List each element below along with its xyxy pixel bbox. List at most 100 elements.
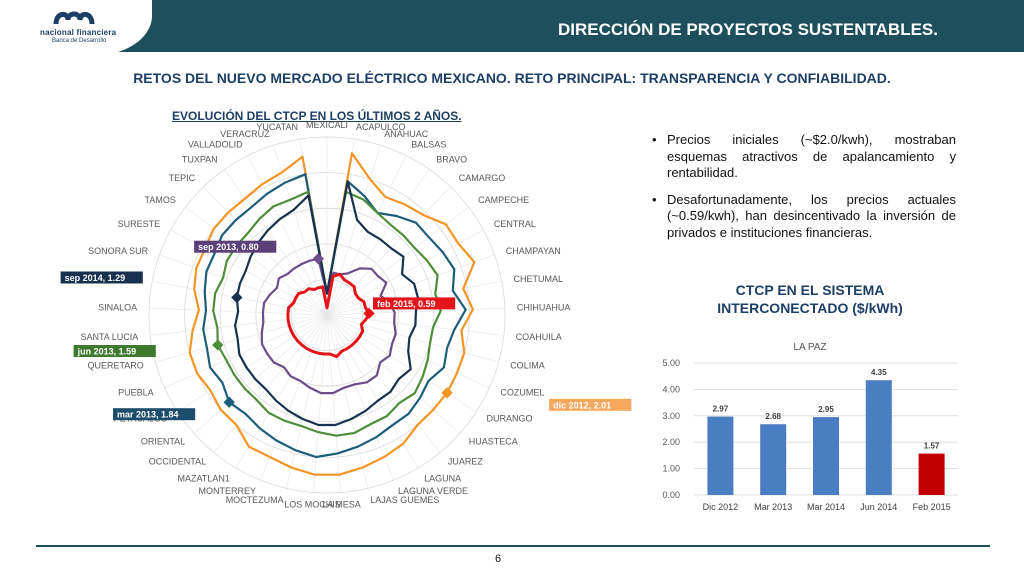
radar-category-label: TEPIC [169, 173, 196, 183]
radar-category-label: SINALOA [98, 303, 137, 313]
page-number: 6 [495, 553, 502, 565]
radar-spoke [326, 314, 394, 481]
bar-chart: LA PAZ 0.00 1.00 2.00 3.00 4.00 5.00 2.97 Dic … [662, 342, 958, 512]
bar-category-label: Feb 2015 [913, 502, 951, 512]
radar-spoke [326, 314, 368, 489]
header-bar [0, 0, 1024, 52]
logo-tagline: Banca de Desarrollo [52, 38, 107, 44]
bar-category-label: Dic 2012 [703, 502, 739, 512]
bar [813, 417, 839, 495]
radar-category-label: CHETUMAL [514, 274, 564, 284]
radar-category-label: MOCTEZUMA [226, 495, 284, 505]
radar-series-marker [441, 387, 453, 399]
bar-value-label: 1.57 [924, 442, 940, 451]
radar-data-label: sep 2013, 0.80 [198, 242, 259, 252]
radar-spoke [326, 145, 381, 316]
radar-series-line [212, 190, 442, 437]
bar-value-label: 4.35 [871, 368, 887, 377]
radar-data-label-bg [113, 408, 196, 421]
radar-spoke [326, 314, 499, 363]
radar-spoke [213, 314, 328, 453]
bar-chart-title: LA PAZ [793, 342, 826, 353]
radar-data-label-bg [373, 297, 456, 310]
radar-spoke [159, 254, 328, 316]
bar-value-label: 2.95 [818, 405, 834, 414]
radar-category-label: VALLADOLID [188, 140, 243, 150]
radar-category-label: COAHUILA [516, 332, 562, 342]
radar-spoke [273, 145, 328, 316]
radar-category-label: LAGUNA [424, 473, 461, 483]
logo: nacional financiera Banca de Desarrollo [0, 0, 152, 56]
radar-category-label: SURESTE [118, 219, 161, 229]
radar-category-label: HUASTECA [469, 436, 518, 446]
radar-category-label: QUERETARO [87, 360, 143, 370]
radar-series-marker [212, 339, 224, 351]
bar-y-tick-label: 2.00 [662, 437, 680, 447]
radar-series-marker [312, 253, 324, 265]
bar [918, 453, 945, 495]
radar-category-label: LAGUNA VERDE [398, 486, 468, 496]
radar-category-label: OCCIDENTAL [149, 457, 206, 467]
radar-category-label: CAMPECHE [478, 195, 529, 205]
radar-spoke [326, 314, 461, 434]
radar-category-label: VERACRUZ [220, 129, 270, 139]
radar-category-label: SONORA SUR [88, 246, 149, 256]
radar-data-label: dic 2012, 2.01 [553, 400, 611, 410]
radar-spoke [150, 314, 328, 336]
bar-category-label: Mar 2013 [754, 502, 792, 512]
radar-spoke [286, 314, 328, 489]
radar-category-label: CHIHUAHUA [517, 303, 571, 313]
radar-category-label: BALSAS [411, 140, 446, 150]
radar-spoke [326, 314, 477, 413]
radar-category-label: YUCATAN [256, 122, 298, 132]
radar-category-label: COZUMEL [500, 388, 544, 398]
radar-data-label-bg [194, 240, 277, 253]
radar-category-label: SANTA LUCIA [80, 332, 138, 342]
radar-spoke [326, 169, 430, 316]
bar [707, 416, 734, 495]
radar-category-label: ORIENTAL [141, 436, 185, 446]
bar-category-label: Mar 2014 [807, 502, 845, 512]
radar-spoke [155, 314, 328, 363]
radar-series-line [260, 257, 397, 395]
radar-series-marker [223, 396, 235, 408]
radar-category-label: JUAREZ [448, 457, 484, 467]
radar-category-label: LOS MOCHIS [284, 499, 341, 509]
radar-series-line [234, 180, 419, 427]
bar-y-tick-label: 5.00 [662, 358, 680, 368]
logo-name: nacional financiera [40, 28, 117, 37]
bar [760, 424, 787, 495]
radar-category-label: PUEBLA [118, 388, 154, 398]
radar-category-label: LAJAS GUEMES [370, 495, 439, 505]
slide-subtitle: RETOS DEL NUEVO MERCADO ELÉCTRICO MEXICA… [133, 70, 891, 86]
radar-spoke [326, 314, 341, 493]
radar-category-label: CHAMPAYAN [506, 246, 561, 256]
radar-spoke [326, 229, 484, 316]
bar-y-tick-label: 3.00 [662, 411, 680, 421]
bar-category-label: Jun 2014 [860, 502, 897, 512]
radar-category-label: CAMARGO [459, 173, 506, 183]
radar-spoke [164, 314, 328, 389]
radar-data-label-bg [549, 398, 632, 411]
bar-chart-heading: CTCP EN EL SISTEMA INTERCONECTADO ($/kWh… [717, 282, 903, 316]
radar-data-label: feb 2015, 0.59 [377, 299, 436, 309]
bar-value-label: 2.97 [713, 405, 729, 414]
radar-category-label: DURANGO [487, 413, 533, 423]
radar-spoke [177, 314, 328, 413]
radar-spoke [326, 155, 407, 316]
bullet-item: Desafortunadamente, los precios actuales… [650, 192, 956, 242]
radar-spoke [193, 314, 328, 434]
radar-spoke [260, 314, 328, 481]
radar-series-marker [363, 307, 375, 320]
radar-spoke [235, 314, 328, 469]
radar-spoke [326, 314, 419, 469]
nafin-logo-icon [53, 11, 95, 25]
bar [865, 380, 892, 495]
radar-category-label: MEXICALI [306, 120, 348, 130]
radar-category-label: ACAPULCO [356, 122, 406, 132]
radar-series-marker [231, 291, 243, 304]
radar-data-label: mar 2013, 1.84 [117, 410, 179, 420]
bullet-item: Precios iniciales (~$2.0/kwh), mostraban… [650, 132, 956, 182]
radar-category-label: TAMOS [145, 195, 176, 205]
